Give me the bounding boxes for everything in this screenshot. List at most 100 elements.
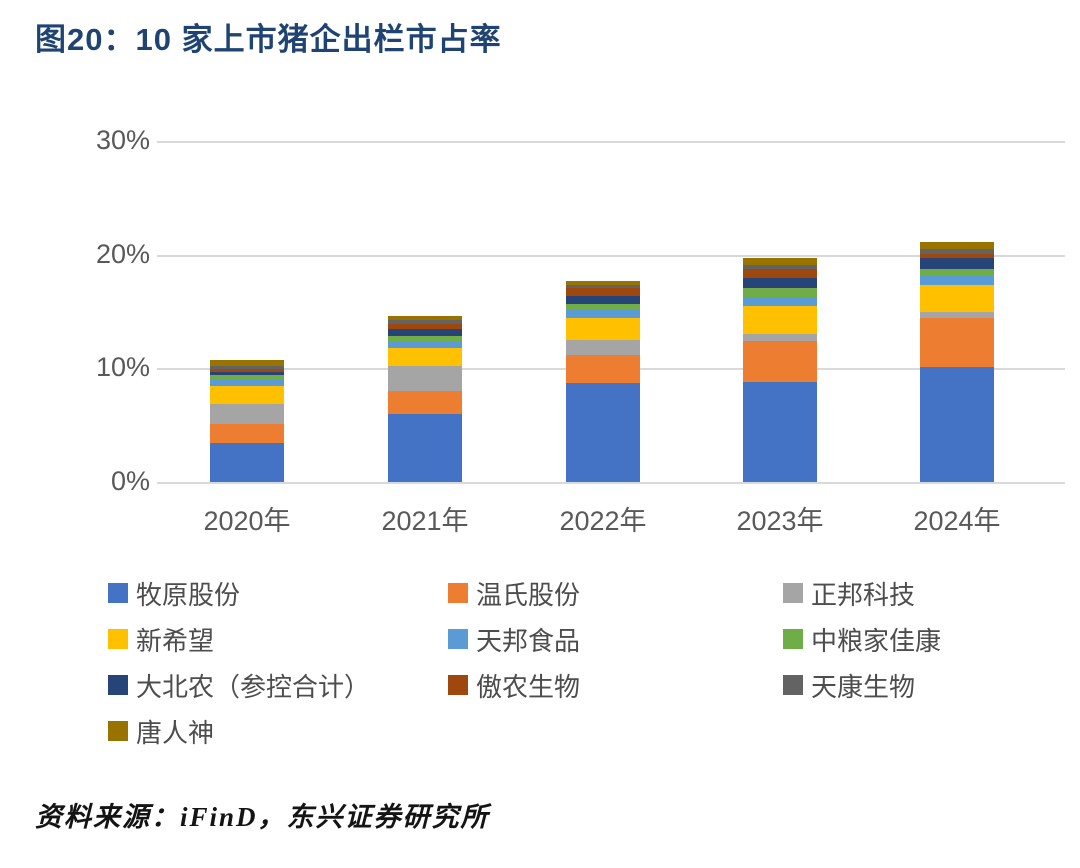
gridline-0% [157,482,1065,484]
y-axis: 0% 10% 20% 30% [55,125,150,496]
bar-segment [920,253,994,259]
y-tick-label: 20% [95,238,150,269]
legend-item: 牧原股份 [108,576,448,610]
bar-segment [743,333,817,341]
x-tick-label: 2024年 [913,506,1001,536]
x-axis: 2020年 2021年 2022年 2023年 2024年 [157,499,1065,536]
legend-label: 新希望 [136,625,215,656]
bar-segment [210,443,284,482]
bar-segment [388,323,462,330]
stacked-bar-2022年 [566,280,640,482]
bar-segment [743,278,817,289]
bar-segment [920,284,994,313]
legend-swatch-icon [783,675,803,695]
plot-area [157,141,1065,484]
bar-segment [743,268,817,279]
gridline-30% [157,141,1065,143]
legend-swatch-icon [108,583,128,603]
legend-label: 温氏股份 [476,579,581,610]
bar-segment [210,368,284,372]
bar-segment [566,318,640,340]
x-tick-label: 2023年 [736,506,824,536]
bar-segment [743,306,817,334]
bar-segment [210,366,284,369]
bar-segment [920,248,994,254]
legend-item: 唐人神 [108,714,448,748]
bar-segment [210,424,284,444]
bar-segment [566,295,640,305]
bar-segment [566,288,640,296]
bar-segment [210,371,284,376]
bar-segment [388,413,462,482]
legend-item: 温氏股份 [448,576,783,610]
source-note: 资料来源：iFinD，东兴证券研究所 [35,795,490,834]
bar-segment [388,390,462,414]
bar-segment [210,378,284,386]
bar-segment [388,320,462,324]
legend-label: 傲农生物 [476,671,581,702]
bar-segment [210,359,284,367]
bar-segment [566,309,640,319]
bar-segment [920,241,994,249]
bar-segment [388,329,462,336]
bar-segment [743,257,817,265]
legend-label: 牧原股份 [136,579,241,610]
bar-segment [388,366,462,391]
stacked-bar-2020年 [210,359,284,482]
legend-item: 正邦科技 [783,576,1008,610]
legend-swatch-icon [448,675,468,695]
legend-label: 天邦食品 [476,625,581,656]
legend-swatch-icon [783,583,803,603]
bar-segment [743,297,817,307]
gridline-20% [157,254,1065,257]
legend-item: 中粮家佳康 [783,622,1008,656]
legend-item: 新希望 [108,622,448,656]
stacked-bar-2023年 [743,257,817,482]
bar-segment [920,317,994,367]
legend-item: 天康生物 [783,668,1008,702]
legend-label: 唐人神 [136,717,215,748]
bar-segment [210,385,284,405]
legend-swatch-icon [108,721,128,741]
bar-segment [920,268,994,277]
bar-segment [920,312,994,318]
legend-item: 大北农（参控合计） [108,668,448,702]
bar-segment [743,340,817,382]
legend-label: 天康生物 [811,671,916,702]
legend-swatch-icon [108,675,128,695]
legend-swatch-icon [448,583,468,603]
bar-segment [920,276,994,285]
chart-legend: 牧原股份 温氏股份 正邦科技新希望 天邦食品 中粮家佳康大北农（参控合计） 傲农生物 天康生… [108,576,1008,748]
bar-segment [743,265,817,269]
bar-segment [210,404,284,425]
source-text: 资料来源：iFinD，东兴证券研究所 [35,802,490,832]
legend-swatch-icon [108,629,128,649]
legend-label: 中粮家佳康 [811,625,942,656]
legend-item: 傲农生物 [448,668,783,702]
legend-item: 天邦食品 [448,622,783,656]
y-tick-label: 10% [95,352,150,383]
legend-swatch-icon [783,629,803,649]
bar-segment [388,316,462,321]
bar-segment [566,304,640,310]
bar-segment [388,335,462,342]
bar-segment [210,375,284,379]
bar-segment [743,288,817,298]
bar-segment [743,381,817,482]
bar-segment [920,366,994,482]
bar-segment [566,382,640,482]
y-tick-label: 0% [110,466,150,496]
legend-label: 大北农（参控合计） [136,671,371,702]
legend-swatch-icon [448,629,468,649]
x-tick-label: 2022年 [559,506,647,536]
bar-segment [920,258,994,269]
x-tick-label: 2021年 [381,506,469,536]
bar-segment [388,341,462,349]
x-tick-label: 2020年 [203,506,291,536]
figure-title: 图20：10 家上市猪企出栏市占率 [35,22,502,57]
bar-segment [566,280,640,285]
bar-segment [388,348,462,367]
bar-segment [566,354,640,383]
stacked-bar-2021年 [388,316,462,482]
